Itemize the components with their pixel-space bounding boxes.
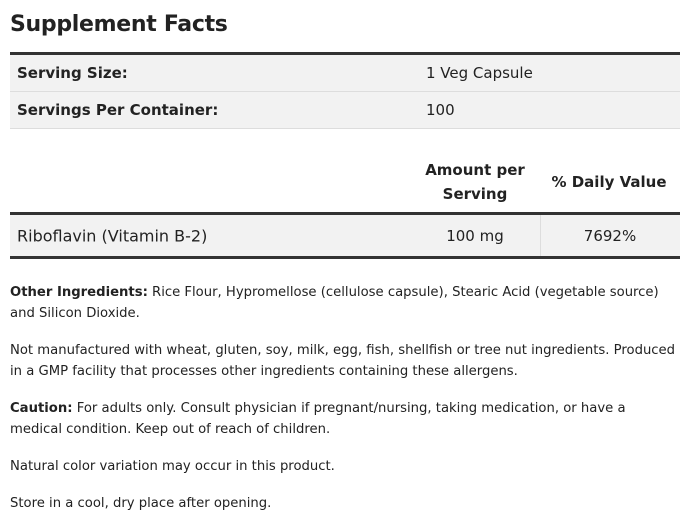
- serving-size-row: Serving Size: 1 Veg Capsule: [10, 55, 680, 92]
- other-ingredients-text: Rice Flour, Hypromellose (cellulose caps…: [10, 285, 659, 321]
- servings-per-container-row: Servings Per Container: 100: [10, 92, 680, 129]
- nutrient-daily-value: 7692%: [583, 226, 637, 245]
- column-divider: [540, 215, 541, 256]
- color-note: Natural color variation may occur in thi…: [10, 459, 335, 474]
- header-border: [10, 212, 680, 215]
- bottom-border: [10, 256, 680, 259]
- caution: Caution: For adults only. Consult physic…: [10, 398, 680, 440]
- serving-size-label: Serving Size:: [17, 64, 128, 82]
- servings-per-container-label: Servings Per Container:: [17, 101, 219, 119]
- nutrient-amount: 100 mg: [446, 226, 504, 245]
- caution-label: Caution:: [10, 401, 73, 416]
- allergen-statement: Not manufactured with wheat, gluten, soy…: [10, 343, 676, 379]
- nutrient-name: Riboflavin (Vitamin B-2): [17, 226, 208, 245]
- other-ingredients: Other Ingredients: Rice Flour, Hypromell…: [10, 282, 680, 324]
- serving-size-value: 1 Veg Capsule: [426, 64, 533, 82]
- other-ingredients-label: Other Ingredients:: [10, 285, 148, 300]
- nutrient-row: Riboflavin (Vitamin B-2) 100 mg 7692%: [10, 215, 680, 256]
- storage-note: Store in a cool, dry place after opening…: [10, 496, 272, 511]
- amount-header: Amount per Serving: [425, 161, 525, 203]
- caution-text: For adults only. Consult physician if pr…: [10, 401, 626, 437]
- page-title: Supplement Facts: [10, 12, 228, 37]
- daily-value-header: % Daily Value: [551, 173, 667, 191]
- servings-per-container-value: 100: [426, 101, 455, 119]
- top-border: [10, 52, 680, 55]
